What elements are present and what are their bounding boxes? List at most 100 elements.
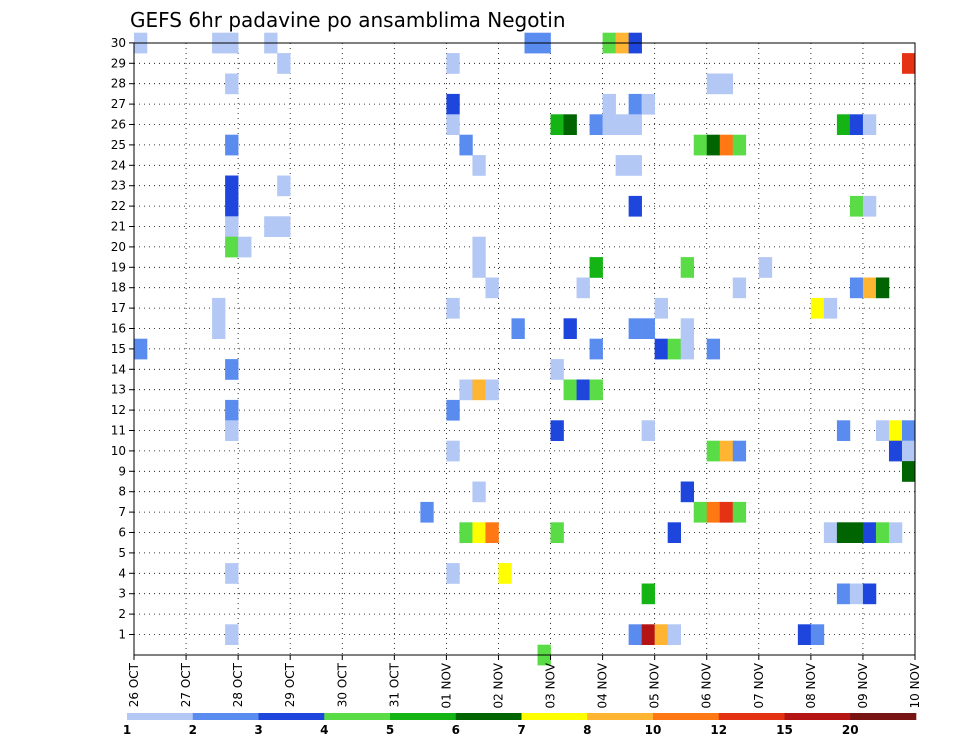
- y-tick-label: 18: [111, 281, 126, 295]
- y-tick-label: 16: [111, 322, 126, 336]
- precip-cell: [654, 338, 668, 360]
- precip-cell: [238, 236, 252, 258]
- precip-cell: [446, 399, 460, 421]
- precip-cell: [667, 338, 681, 360]
- precip-cell: [485, 522, 499, 543]
- y-tick-label: 24: [111, 158, 126, 172]
- precip-cell: [563, 318, 577, 339]
- y-tick-label: 12: [111, 403, 126, 417]
- precip-cell: [615, 155, 629, 176]
- precip-cell: [641, 420, 655, 441]
- precip-cell: [446, 440, 460, 462]
- precip-cell: [212, 318, 226, 339]
- precip-cell: [849, 195, 864, 217]
- y-tick-label: 3: [118, 587, 126, 601]
- precip-cell: [667, 624, 681, 645]
- precip-cell: [862, 277, 877, 299]
- precip-cell: [576, 277, 590, 299]
- legend-swatch: [521, 713, 588, 720]
- precip-cell: [849, 277, 864, 299]
- precip-cell: [628, 624, 642, 645]
- precip-cell: [459, 379, 473, 401]
- x-tick-label: 28 OCT: [231, 662, 245, 707]
- x-axis-ticks: 26 OCT 27 OCT 28 OCT 29 OCT 30 OCT 31 OCT 01 N…: [127, 655, 922, 709]
- precip-cell: [823, 297, 838, 319]
- precip-cell: [589, 338, 603, 360]
- precip-cell: [589, 114, 603, 135]
- y-tick-label: 4: [118, 566, 126, 580]
- heatmap-cells: [134, 32, 916, 666]
- legend-label: 12: [710, 723, 727, 737]
- precip-cell: [654, 297, 668, 319]
- precip-cell: [862, 195, 877, 217]
- precip-cell: [277, 216, 291, 237]
- precip-cell: [875, 522, 890, 543]
- precip-cell: [875, 420, 890, 441]
- precip-cell: [225, 195, 239, 217]
- precip-cell: [706, 73, 721, 95]
- x-tick-label: 09 NOV: [856, 662, 870, 708]
- precip-cell: [589, 379, 603, 401]
- precip-cell: [732, 440, 747, 462]
- precip-cell: [732, 501, 747, 523]
- y-tick-label: 14: [111, 362, 126, 376]
- precip-cell: [875, 277, 890, 299]
- y-tick-label: 25: [111, 138, 126, 152]
- precip-cell: [849, 583, 864, 605]
- y-tick-label: 28: [111, 77, 126, 91]
- legend-swatch: [718, 713, 785, 720]
- precip-cell: [459, 522, 473, 543]
- legend-swatch: [784, 713, 851, 720]
- precip-cell: [550, 420, 564, 441]
- precip-cell: [277, 53, 291, 74]
- x-tick-label: 27 OCT: [179, 662, 193, 707]
- precip-cell: [134, 338, 148, 360]
- precip-cell: [719, 440, 734, 462]
- precip-cell: [225, 73, 239, 95]
- y-tick-label: 17: [111, 301, 126, 315]
- precip-cell: [225, 236, 239, 258]
- precip-cell: [862, 114, 877, 135]
- precip-cell: [511, 318, 525, 339]
- color-legend: 1 2 3 4 5 6 7 8 10 12 15 20: [123, 713, 917, 737]
- legend-swatch: [653, 713, 720, 720]
- precip-cell: [888, 440, 903, 462]
- y-tick-label: 19: [111, 260, 126, 274]
- precip-cell: [641, 93, 655, 115]
- legend-swatch: [258, 713, 325, 720]
- precip-cell: [485, 379, 499, 401]
- y-tick-label: 10: [111, 444, 126, 458]
- legend-label: 2: [189, 723, 197, 737]
- x-tick-label: 26 OCT: [127, 662, 141, 707]
- precip-cell: [836, 420, 851, 441]
- precip-cell: [628, 195, 642, 217]
- precip-cell: [446, 563, 460, 584]
- precip-cell: [628, 318, 642, 339]
- grid-lines: [134, 42, 915, 655]
- legend-label: 1: [123, 723, 131, 737]
- y-tick-label: 8: [118, 485, 126, 499]
- precip-cell: [225, 175, 239, 197]
- precip-cell: [225, 624, 239, 645]
- precip-cell: [667, 522, 681, 543]
- precip-cell: [680, 338, 695, 360]
- precip-cell: [693, 134, 708, 156]
- precip-cell: [901, 461, 916, 482]
- y-axis-ticks: 1234567891011121314151617181920212223242…: [111, 36, 134, 642]
- precip-cell: [264, 216, 278, 237]
- precip-cell: [472, 379, 486, 401]
- precip-cell: [563, 114, 577, 135]
- precip-cell: [225, 563, 239, 584]
- precip-cell: [550, 522, 564, 543]
- precip-cell: [472, 481, 486, 503]
- precip-cell: [472, 236, 486, 258]
- x-tick-label: 30 OCT: [335, 662, 349, 707]
- legend-label: 4: [320, 723, 328, 737]
- y-tick-label: 2: [118, 607, 126, 621]
- precip-cell: [498, 563, 512, 584]
- precip-cell: [212, 297, 226, 319]
- precip-cell: [472, 522, 486, 543]
- x-tick-label: 01 NOV: [439, 662, 453, 708]
- legend-swatch: [390, 713, 457, 720]
- precip-cell: [836, 583, 851, 605]
